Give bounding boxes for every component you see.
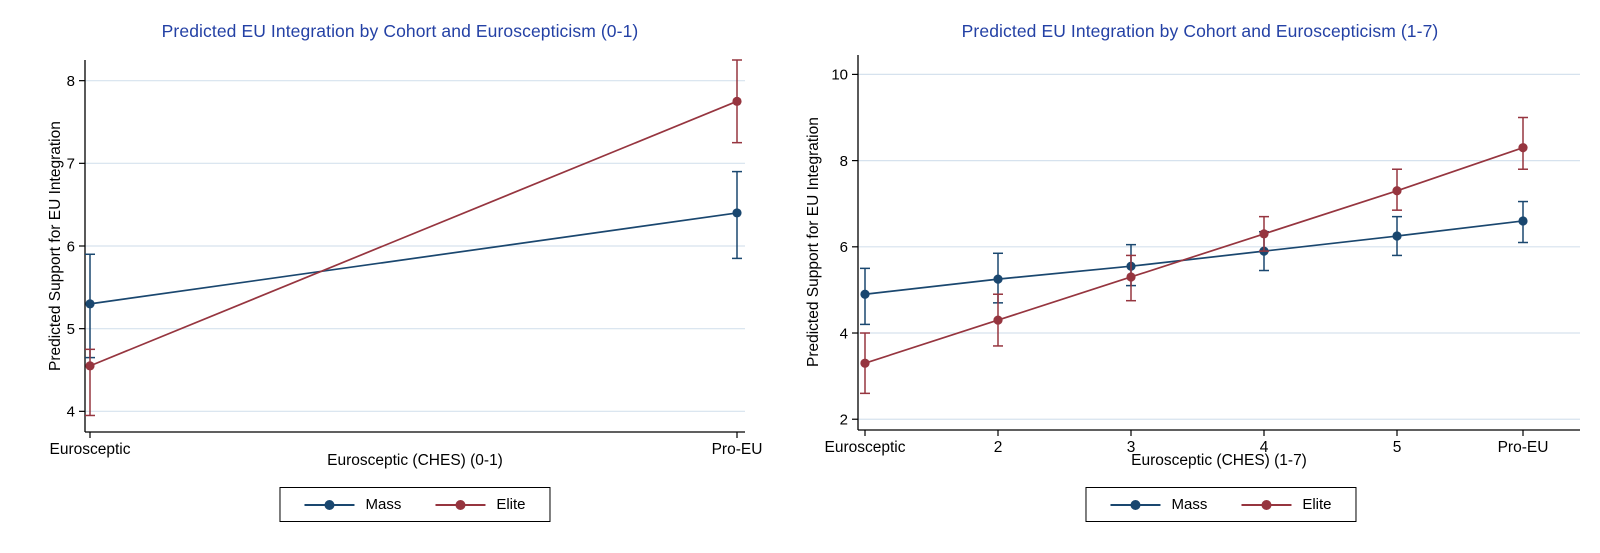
svg-text:6: 6 bbox=[67, 238, 75, 255]
svg-text:8: 8 bbox=[840, 153, 848, 170]
chart-canvas-right: 2 4 6 8 10 Eurosceptic 2 3 4 5 Pro-EU bbox=[825, 55, 1580, 456]
legend-item-elite: Elite bbox=[435, 496, 526, 513]
x-axis-ticks: Eurosceptic Pro-EU bbox=[50, 432, 763, 458]
svg-text:5: 5 bbox=[1393, 439, 1402, 456]
gridlines bbox=[858, 73, 1580, 420]
axes bbox=[857, 55, 1580, 431]
x-axis-ticks: Eurosceptic 2 3 4 5 Pro-EU bbox=[825, 430, 1549, 456]
x-axis-label: Eurosceptic (CHES) (1-7) bbox=[1131, 452, 1307, 469]
svg-text:10: 10 bbox=[831, 67, 848, 84]
y-axis-ticks: 2 4 6 8 10 bbox=[831, 67, 858, 428]
chart-canvas-left: 4 5 6 7 8 Eurosceptic Pro-EU bbox=[50, 59, 763, 458]
legend-label-mass: Mass bbox=[1171, 496, 1208, 513]
svg-text:4: 4 bbox=[840, 325, 848, 342]
mass-line-marker-icon bbox=[1110, 499, 1161, 510]
legend-item-mass: Mass bbox=[304, 496, 401, 513]
legend-item-elite: Elite bbox=[1241, 496, 1332, 513]
legend-label-elite: Elite bbox=[496, 496, 526, 513]
svg-text:5: 5 bbox=[67, 321, 75, 338]
legend-label-mass: Mass bbox=[365, 496, 402, 513]
y-axis-ticks: 4 5 6 7 8 bbox=[67, 73, 85, 421]
elite-line-marker-icon bbox=[1241, 499, 1292, 510]
svg-text:Pro-EU: Pro-EU bbox=[712, 441, 763, 458]
series-mass bbox=[860, 200, 1528, 326]
svg-text:2: 2 bbox=[840, 411, 848, 428]
chart-title: Predicted EU Integration by Cohort and E… bbox=[961, 21, 1439, 41]
chart-panel-right: 2 4 6 8 10 Eurosceptic 2 3 4 5 Pro-EU Predicted EU… bbox=[800, 0, 1600, 553]
svg-text:4: 4 bbox=[1260, 439, 1269, 456]
elite-line-marker-icon bbox=[435, 499, 486, 510]
y-axis-label: Predicted Support for EU Integration bbox=[47, 121, 64, 371]
svg-text:8: 8 bbox=[67, 73, 75, 90]
mass-line-marker-icon bbox=[304, 499, 355, 510]
svg-text:6: 6 bbox=[840, 239, 848, 256]
x-axis-label: Eurosceptic (CHES) (0-1) bbox=[327, 452, 503, 469]
chart-panel-left: 4 5 6 7 8 Eurosceptic Pro-EU Predicted EU Inte… bbox=[47, 21, 763, 522]
svg-text:2: 2 bbox=[994, 439, 1003, 456]
svg-text:7: 7 bbox=[67, 156, 75, 173]
legend-item-mass: Mass bbox=[1110, 496, 1207, 513]
series-mass bbox=[85, 170, 742, 359]
series-elite bbox=[860, 116, 1528, 395]
legend-label-elite: Elite bbox=[1302, 496, 1332, 513]
svg-text:Pro-EU: Pro-EU bbox=[1498, 439, 1549, 456]
chart-title: Predicted EU Integration by Cohort and E… bbox=[161, 21, 639, 41]
svg-text:Eurosceptic: Eurosceptic bbox=[825, 439, 906, 456]
gridlines bbox=[85, 80, 745, 412]
y-axis-label: Predicted Support for EU Integration bbox=[805, 117, 822, 368]
svg-text:Eurosceptic: Eurosceptic bbox=[50, 441, 131, 458]
legend: Mass Elite bbox=[1085, 487, 1357, 522]
svg-text:4: 4 bbox=[67, 404, 75, 421]
legend: Mass Elite bbox=[279, 487, 551, 522]
series-elite bbox=[85, 59, 742, 417]
svg-text:3: 3 bbox=[1127, 439, 1136, 456]
